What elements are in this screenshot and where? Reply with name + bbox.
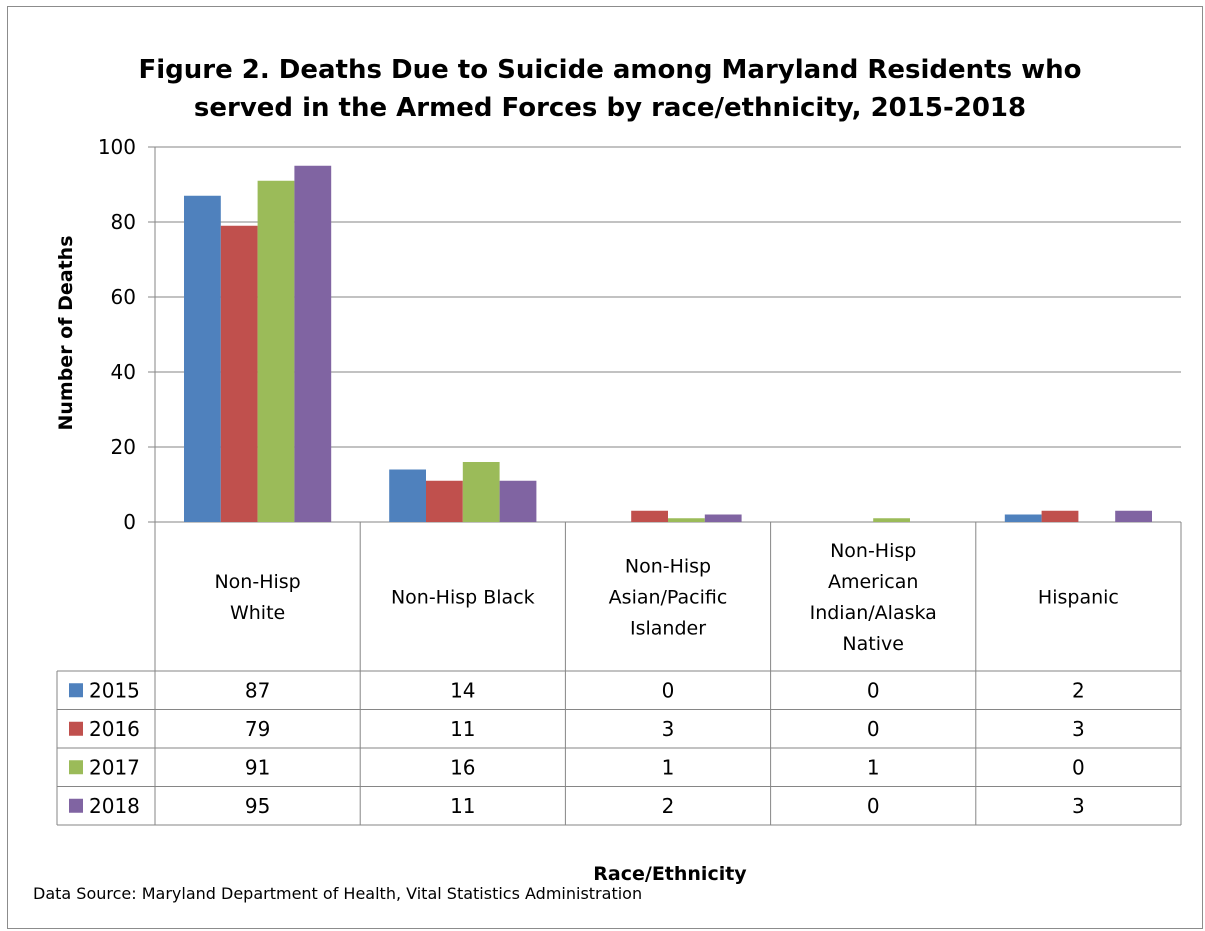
category-label: Non-Hisp (625, 556, 711, 578)
legend-label: 2015 (89, 678, 140, 702)
bar (1004, 514, 1042, 522)
legend-key (69, 683, 83, 698)
data-table: Non-Hisp White Non-Hisp Black Non-Hisp Asian… (56, 522, 1182, 826)
data-table-cell: 0 (867, 678, 880, 702)
data-table-cell: 11 (450, 794, 475, 818)
bar (220, 225, 258, 522)
data-table-cell: 16 (450, 755, 475, 779)
data-table-cell: 95 (245, 794, 270, 818)
x-axis-label: Race/Ethnicity (593, 863, 747, 885)
category-label: White (230, 602, 285, 624)
chart-title-line-1: Figure 2. Deaths Due to Suicide among Ma… (138, 55, 1081, 85)
data-table-cell: 3 (1072, 717, 1085, 741)
category-label: Non-Hisp (214, 571, 300, 593)
bar (668, 518, 705, 522)
bar (1041, 510, 1079, 522)
data-table-cell: 91 (245, 755, 270, 779)
y-axis-tick-labels: 0 20 40 60 80 100 (98, 135, 136, 534)
data-source-note: Data Source: Maryland Department of Heal… (33, 884, 642, 903)
bar (1115, 510, 1152, 522)
y-axis-label: Number of Deaths (55, 235, 77, 430)
bar (873, 518, 910, 522)
category-label: Hispanic (1038, 587, 1119, 609)
bar (631, 510, 668, 522)
data-table-cell: 3 (1072, 794, 1085, 818)
legend-label: 2016 (89, 717, 140, 741)
data-table-cell: 0 (662, 678, 675, 702)
data-table-cell: 1 (867, 755, 880, 779)
data-table-cell: 0 (867, 794, 880, 818)
chart-title-line-2: served in the Armed Forces by race/ethni… (194, 93, 1026, 123)
data-table-cell: 3 (662, 717, 675, 741)
data-table-cell: 0 (867, 717, 880, 741)
bar (499, 480, 537, 522)
data-table-cell: 2 (662, 794, 675, 818)
y-tick-label: 80 (111, 210, 136, 234)
data-table-cell: 11 (450, 717, 475, 741)
bar (257, 180, 295, 522)
chart-frame (7, 6, 1203, 929)
data-table-cell: 2 (1072, 678, 1085, 702)
legend-label: 2017 (89, 755, 140, 779)
data-table-cell: 14 (450, 678, 475, 702)
data-table-cell: 87 (245, 678, 270, 702)
y-tick-label: 0 (123, 510, 136, 534)
bars (184, 165, 1152, 522)
category-label: Native (842, 633, 904, 655)
legend-key (69, 721, 83, 736)
chart-title: Figure 2. Deaths Due to Suicide among Ma… (138, 55, 1081, 123)
legend-key (69, 798, 83, 813)
category-label: Islander (630, 618, 706, 640)
y-tick-label: 40 (111, 360, 136, 384)
category-label: Non-Hisp (830, 540, 916, 562)
category-label: Asian/Pacific (609, 587, 728, 609)
category-label: American (828, 571, 918, 593)
bar (704, 514, 742, 522)
bar (389, 469, 426, 522)
category-label: Non-Hisp Black (391, 587, 535, 609)
legend-key (69, 760, 83, 775)
y-tick-label: 100 (98, 135, 136, 159)
bar (426, 480, 463, 522)
data-table-cell: 1 (662, 755, 675, 779)
category-label: Indian/Alaska (810, 602, 937, 624)
data-table-cell: 0 (1072, 755, 1085, 779)
bar (184, 195, 221, 522)
data-table-cell: 79 (245, 717, 270, 741)
y-tick-label: 60 (111, 285, 136, 309)
bar (294, 165, 332, 522)
bar (462, 462, 500, 522)
legend-label: 2018 (89, 794, 140, 818)
y-tick-label: 20 (111, 435, 136, 459)
